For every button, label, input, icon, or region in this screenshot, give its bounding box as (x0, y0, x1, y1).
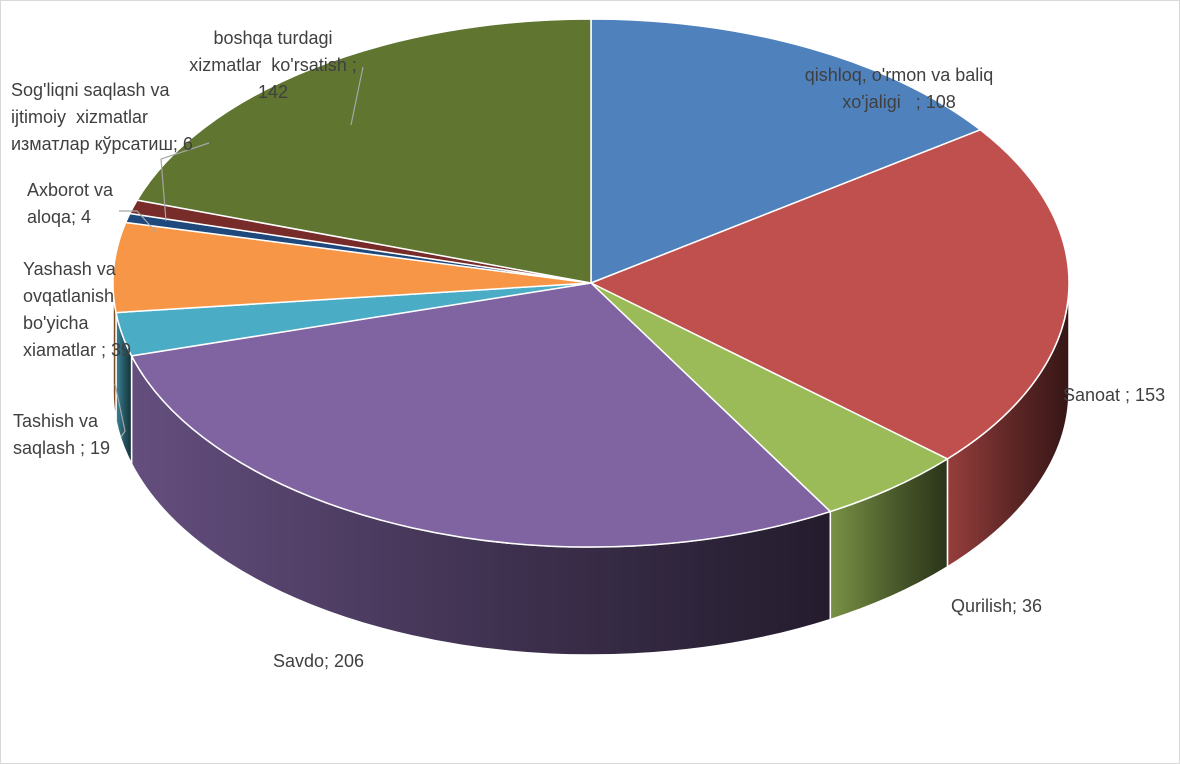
data-label-0-line-1: xo'jaligi ; 108 (842, 92, 956, 112)
data-label-4: Tashish va saqlash ; 19 (13, 411, 110, 458)
data-label-8-line-0: boshqa turdagi (213, 28, 332, 48)
data-label-6-line-0: Axborot va (27, 180, 114, 200)
data-label-5-line-2: bo'yicha (23, 313, 89, 333)
data-label-5-line-3: xiamatlar ; 39 (23, 340, 131, 360)
data-label-7-line-0: Sog'liqni saqlash va (11, 80, 171, 100)
data-label-5-line-1: ovqatlanish (23, 286, 114, 306)
pie-slice-0 (590, 18, 982, 284)
leader-line-6 (119, 210, 157, 233)
pie-slice-2 (590, 282, 949, 513)
data-label-6: Axborot va aloqa; 4 (27, 180, 114, 227)
pie-slice-1 (590, 129, 1070, 460)
data-label-1-line-0: Sanoat ; 153 (1063, 385, 1165, 405)
leader-lines (114, 66, 364, 438)
data-label-4-line-1: saqlash ; 19 (13, 438, 110, 458)
data-label-0-line-0: qishloq, o'rmon va baliq (805, 65, 994, 85)
data-label-3-line-0: Savdo; 206 (273, 651, 364, 671)
data-labels: qishloq, o'rmon va baliq xo'jaligi ; 108 S… (11, 28, 1165, 671)
data-label-8-line-2: 142 (258, 82, 288, 102)
data-label-7-line-1: ijtimoiy xizmatlar (11, 107, 148, 127)
leader-line-4 (114, 383, 126, 438)
data-label-2-line-0: Qurilish; 36 (951, 596, 1042, 616)
data-label-3: Savdo; 206 (273, 651, 364, 671)
data-label-8: boshqa turdagi xizmatlar ko'rsatish ; 142 (189, 28, 356, 102)
data-label-5-line-0: Yashash va (23, 259, 117, 279)
data-label-5: Yashash va ovqatlanish bo'yicha xiamatlar ;… (23, 259, 131, 360)
data-label-7-line-2: изматлар кўрсатиш; 6 (11, 134, 193, 154)
pie-slice-5 (112, 221, 592, 314)
data-label-2: Qurilish; 36 (951, 596, 1042, 616)
leader-line-7 (160, 142, 210, 222)
pie-slice-3 (130, 282, 832, 548)
pie-sides (112, 282, 1070, 656)
data-label-4-line-0: Tashish va (13, 411, 99, 431)
pie-slice-8 (136, 18, 592, 284)
pie-tops (112, 18, 1070, 548)
data-label-0: qishloq, o'rmon va baliq xo'jaligi ; 108 (805, 65, 994, 112)
data-label-1: Sanoat ; 153 (1063, 385, 1165, 405)
data-label-6-line-1: aloqa; 4 (27, 207, 91, 227)
data-label-8-line-1: xizmatlar ko'rsatish ; (189, 55, 356, 75)
leader-line-8 (350, 66, 364, 126)
data-label-7: Sog'liqni saqlash va ijtimoiy xizmatlar из… (11, 80, 193, 154)
